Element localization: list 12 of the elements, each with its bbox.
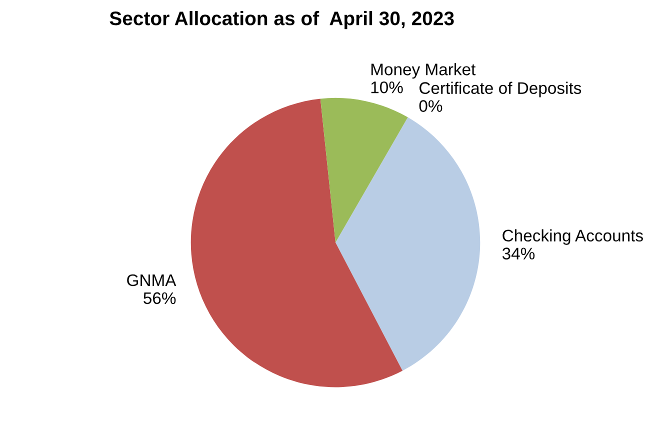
data-label: 34% (502, 248, 535, 260)
pie-slice (336, 117, 480, 371)
slice-label: GNMA (127, 274, 176, 286)
data-label: 56% (144, 292, 176, 304)
text: 0% (419, 100, 442, 112)
chart-title: Sector Allocation as of April 30, 2023 (110, 11, 454, 30)
pie-slice (190, 98, 403, 388)
slice-label: Money Market (371, 63, 476, 79)
slice-label: Checking Accounts (502, 229, 643, 245)
data-label: 10% (371, 81, 403, 94)
pie-slice (320, 98, 408, 243)
category-label: Certificate of Deposits (420, 82, 582, 98)
